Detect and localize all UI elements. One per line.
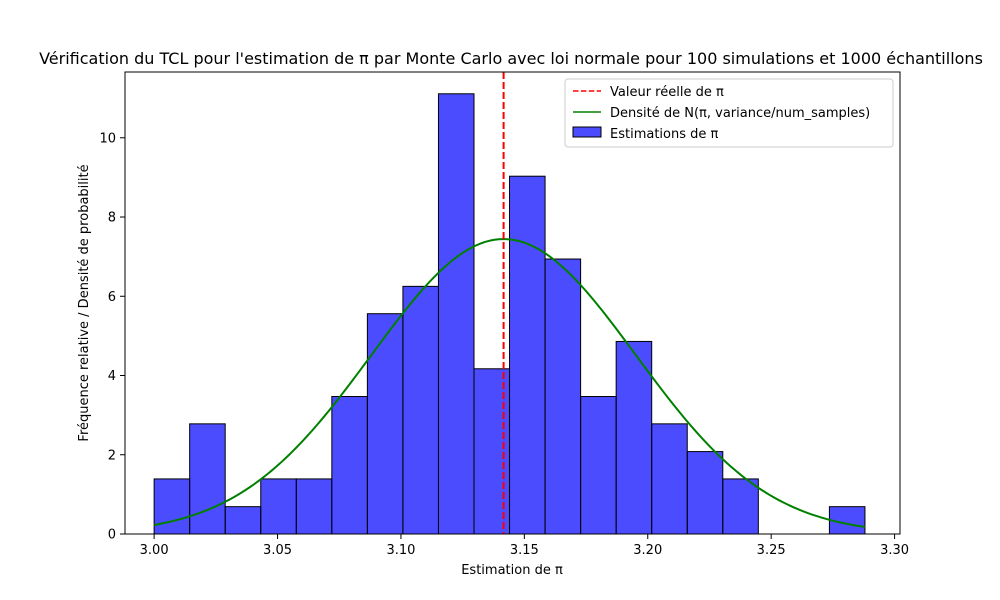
histogram-bar — [509, 175, 546, 535]
histogram-bar — [651, 423, 688, 535]
histogram-bar — [260, 478, 297, 535]
histogram-bar — [402, 285, 439, 535]
plot-frame — [124, 71, 901, 535]
legend-box — [564, 78, 894, 148]
x-axis-label: Estimation de π — [461, 563, 563, 578]
legend: Valeur réelle de π Densité de N(π, varia… — [564, 78, 894, 148]
y-tick-label: 0 — [108, 528, 116, 543]
y-axis-ticks: 0 2 4 6 8 10 — [99, 131, 125, 543]
chart-title: Vérification du TCL pour l'estimation de… — [39, 49, 983, 68]
histogram-bar — [331, 396, 368, 535]
legend-histogram-label: Estimations de π — [610, 127, 719, 142]
x-tick-label: 3.15 — [510, 543, 539, 558]
histogram-bar — [224, 506, 262, 535]
histogram-bar — [437, 93, 475, 535]
histogram-bar — [615, 340, 653, 535]
histogram-bar — [544, 258, 582, 535]
x-tick-label: 3.20 — [633, 543, 662, 558]
histogram-bar — [686, 451, 724, 535]
histogram-bar — [189, 423, 226, 535]
y-tick-label: 10 — [99, 131, 116, 146]
histogram-bar — [722, 478, 759, 535]
histogram-bar — [153, 478, 191, 535]
density-curve — [153, 238, 866, 528]
y-tick-label: 8 — [108, 211, 116, 226]
x-tick-label: 3.30 — [880, 543, 909, 558]
y-axis-label: Fréquence relative / Densité de probabil… — [77, 164, 92, 441]
histogram-bar — [295, 478, 333, 535]
x-axis-ticks: 3.00 3.05 3.10 3.15 3.20 3.25 3.30 — [140, 534, 909, 558]
legend-histogram-swatch — [572, 126, 602, 138]
y-tick-label: 4 — [108, 369, 116, 384]
legend-true-value-label: Valeur réelle de π — [610, 85, 724, 100]
histogram-bar — [366, 313, 404, 535]
y-tick-label: 6 — [108, 290, 116, 305]
histogram-bar — [580, 396, 617, 535]
x-tick-label: 3.05 — [263, 543, 292, 558]
x-tick-label: 3.10 — [386, 543, 415, 558]
legend-density-label: Densité de N(π, variance/num_samples) — [610, 106, 870, 121]
x-tick-label: 3.00 — [140, 543, 169, 558]
density-curve-group — [153, 238, 866, 528]
x-tick-label: 3.25 — [757, 543, 786, 558]
y-tick-label: 2 — [108, 448, 116, 463]
